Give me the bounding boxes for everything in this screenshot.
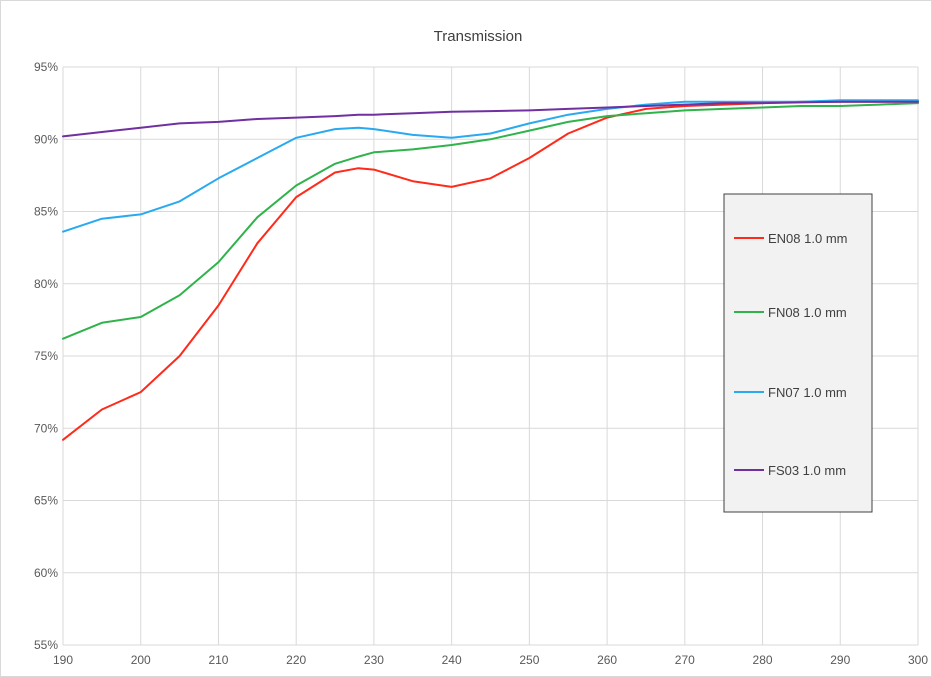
x-tick-label: 190 [53,653,73,667]
series-line-fs03 [62,100,919,138]
legend-label: FS03 1.0 mm [768,463,846,478]
y-tick-label: 75% [34,349,58,363]
y-tick-label: 55% [34,638,58,652]
legend-label: EN08 1.0 mm [768,231,847,246]
x-tick-label: 270 [675,653,695,667]
series-line-fn07 [62,99,919,233]
x-tick-label: 220 [286,653,306,667]
y-tick-label: 60% [34,566,58,580]
y-tick-label: 85% [34,205,58,219]
y-tick-label: 95% [34,60,58,74]
x-tick-label: 300 [908,653,928,667]
y-tick-label: 65% [34,494,58,508]
gridlines [62,66,919,646]
chart-title: Transmission [434,28,523,45]
x-tick-label: 260 [597,653,617,667]
x-tick-label: 240 [442,653,462,667]
x-tick-label: 230 [364,653,384,667]
y-tick-label: 80% [34,277,58,291]
legend-label: FN07 1.0 mm [768,385,847,400]
x-tick-label: 200 [131,653,151,667]
x-tick-label: 210 [208,653,228,667]
y-tick-label: 90% [34,132,58,146]
x-tick-label: 290 [830,653,850,667]
y-tick-label: 70% [34,421,58,435]
x-tick-label: 250 [519,653,539,667]
x-tick-label: 280 [753,653,773,667]
legend: EN08 1.0 mm FN08 1.0 mm FN07 1.0 mm FS03 1.… [723,193,873,513]
legend-label: FN08 1.0 mm [768,305,847,320]
legend-box [723,193,873,513]
series-line-fn08 [62,102,919,340]
